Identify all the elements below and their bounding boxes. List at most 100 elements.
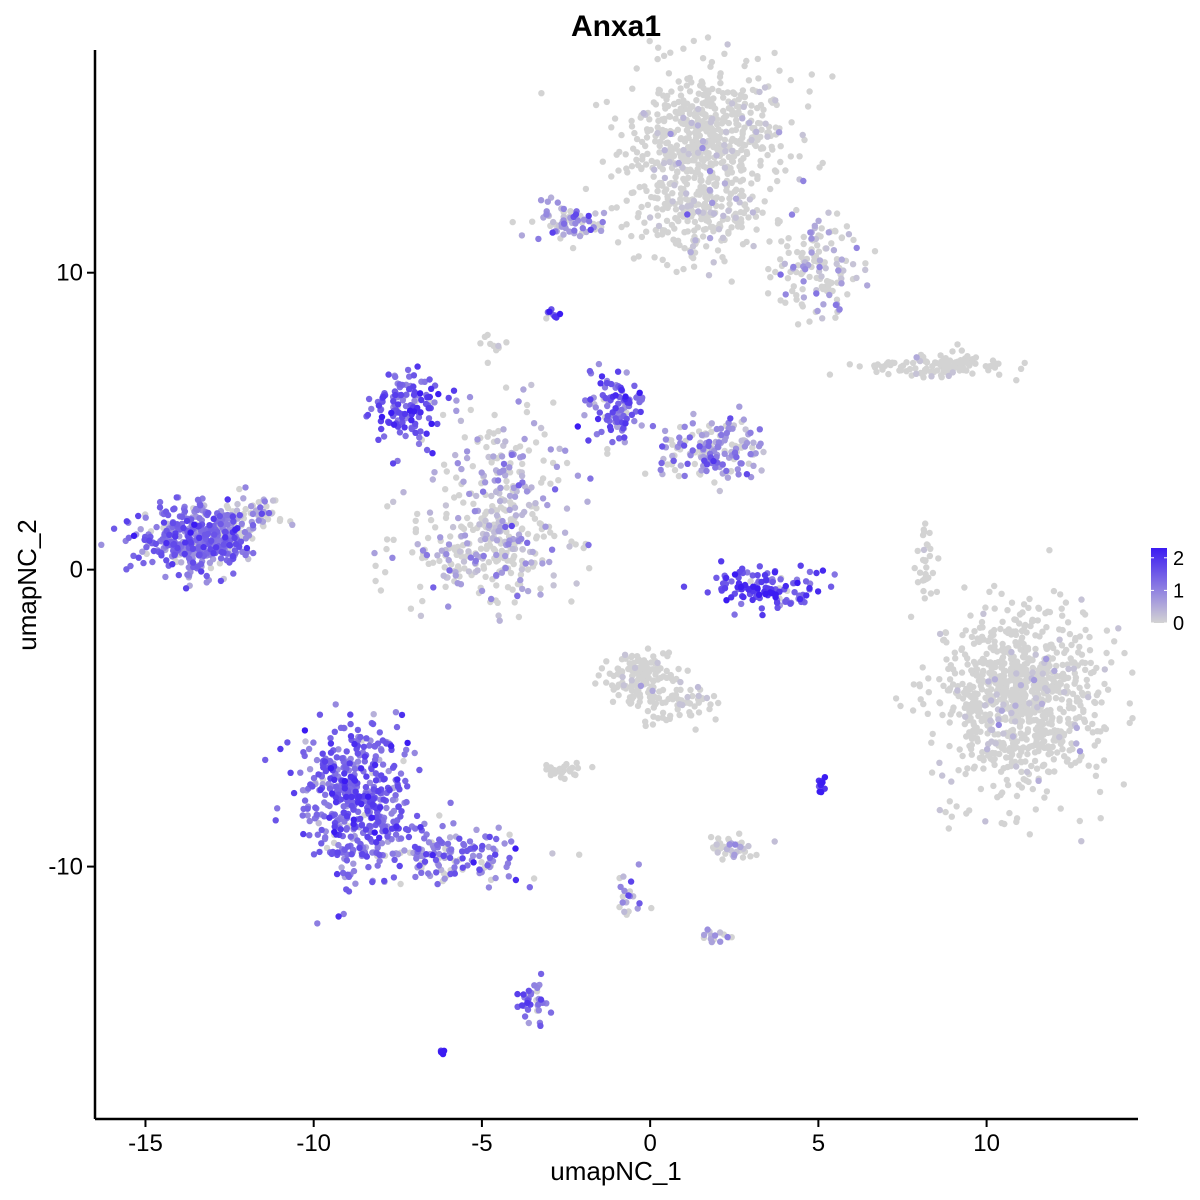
data-point — [379, 761, 387, 768]
data-point — [794, 248, 801, 256]
data-point — [442, 583, 449, 590]
data-point — [232, 540, 240, 548]
data-point — [767, 185, 774, 193]
data-point — [1066, 697, 1073, 705]
data-point — [249, 522, 257, 529]
data-point — [538, 90, 545, 97]
data-point — [628, 117, 635, 125]
data-point — [425, 560, 432, 567]
data-point — [622, 420, 629, 427]
data-point — [522, 560, 529, 567]
data-point — [740, 416, 747, 423]
data-point — [950, 704, 957, 711]
data-point — [986, 588, 993, 595]
data-point — [804, 103, 812, 110]
data-point — [1006, 809, 1013, 817]
data-point — [813, 569, 820, 577]
data-point — [393, 823, 400, 830]
data-point — [436, 557, 443, 565]
data-point — [140, 559, 147, 567]
data-point — [1036, 733, 1044, 740]
data-point — [362, 826, 370, 833]
data-point — [550, 399, 557, 406]
data-point — [480, 565, 488, 572]
data-point — [988, 665, 995, 672]
data-point — [548, 546, 556, 553]
data-point — [466, 393, 474, 401]
data-point — [897, 702, 904, 710]
data-point — [301, 797, 309, 804]
data-point — [737, 209, 744, 216]
data-point — [977, 673, 984, 680]
data-point — [461, 565, 468, 572]
data-point — [826, 291, 833, 299]
data-point — [604, 402, 611, 410]
data-point — [465, 548, 472, 555]
data-point — [980, 610, 987, 617]
data-point — [492, 851, 499, 858]
data-point — [962, 770, 969, 778]
data-point — [1003, 680, 1010, 688]
data-point — [343, 793, 350, 801]
data-point — [773, 168, 780, 175]
data-point — [728, 224, 735, 231]
data-point — [1042, 685, 1049, 692]
data-point — [490, 845, 497, 852]
data-point — [1048, 721, 1055, 728]
data-point — [1018, 768, 1025, 775]
data-point — [587, 226, 594, 233]
data-point — [1007, 665, 1015, 672]
data-point — [1050, 587, 1058, 595]
data-point — [758, 126, 765, 133]
data-point — [376, 851, 383, 859]
data-point — [613, 151, 620, 158]
data-point — [446, 854, 454, 861]
data-point — [659, 709, 667, 716]
data-point — [638, 233, 646, 241]
data-point — [1001, 820, 1008, 828]
data-point — [586, 565, 593, 572]
data-point — [368, 814, 376, 821]
data-point — [382, 569, 389, 576]
data-point — [491, 411, 498, 419]
data-point — [691, 227, 698, 234]
data-point — [739, 87, 747, 94]
data-point — [719, 90, 727, 97]
data-point — [862, 266, 869, 274]
data-point — [815, 248, 823, 255]
data-point — [1031, 757, 1039, 765]
data-point — [358, 822, 365, 829]
data-point — [789, 287, 796, 295]
data-point — [1068, 659, 1076, 666]
data-point — [731, 90, 738, 98]
data-point — [803, 592, 810, 599]
data-point — [1029, 669, 1036, 676]
data-point — [314, 831, 321, 838]
data-point — [380, 796, 387, 803]
data-point — [694, 122, 702, 129]
data-point — [425, 415, 433, 422]
data-point — [732, 841, 739, 848]
data-point — [206, 522, 213, 529]
data-point — [518, 232, 526, 239]
data-point — [650, 173, 657, 180]
data-point — [732, 195, 740, 202]
data-point — [524, 539, 531, 546]
data-point — [937, 352, 944, 359]
data-point — [1013, 792, 1021, 800]
data-point — [923, 365, 930, 372]
data-point — [989, 749, 996, 757]
data-point — [220, 541, 227, 548]
data-point — [1025, 604, 1032, 612]
data-point — [631, 129, 638, 137]
data-point — [488, 492, 495, 500]
data-point — [412, 517, 419, 524]
data-point — [1018, 711, 1026, 718]
data-point — [974, 738, 981, 745]
data-point — [667, 712, 674, 719]
data-point — [441, 564, 448, 571]
data-point — [1008, 709, 1015, 717]
data-point — [769, 578, 776, 586]
x-tick-label: 5 — [812, 1130, 825, 1157]
data-point — [304, 805, 311, 812]
